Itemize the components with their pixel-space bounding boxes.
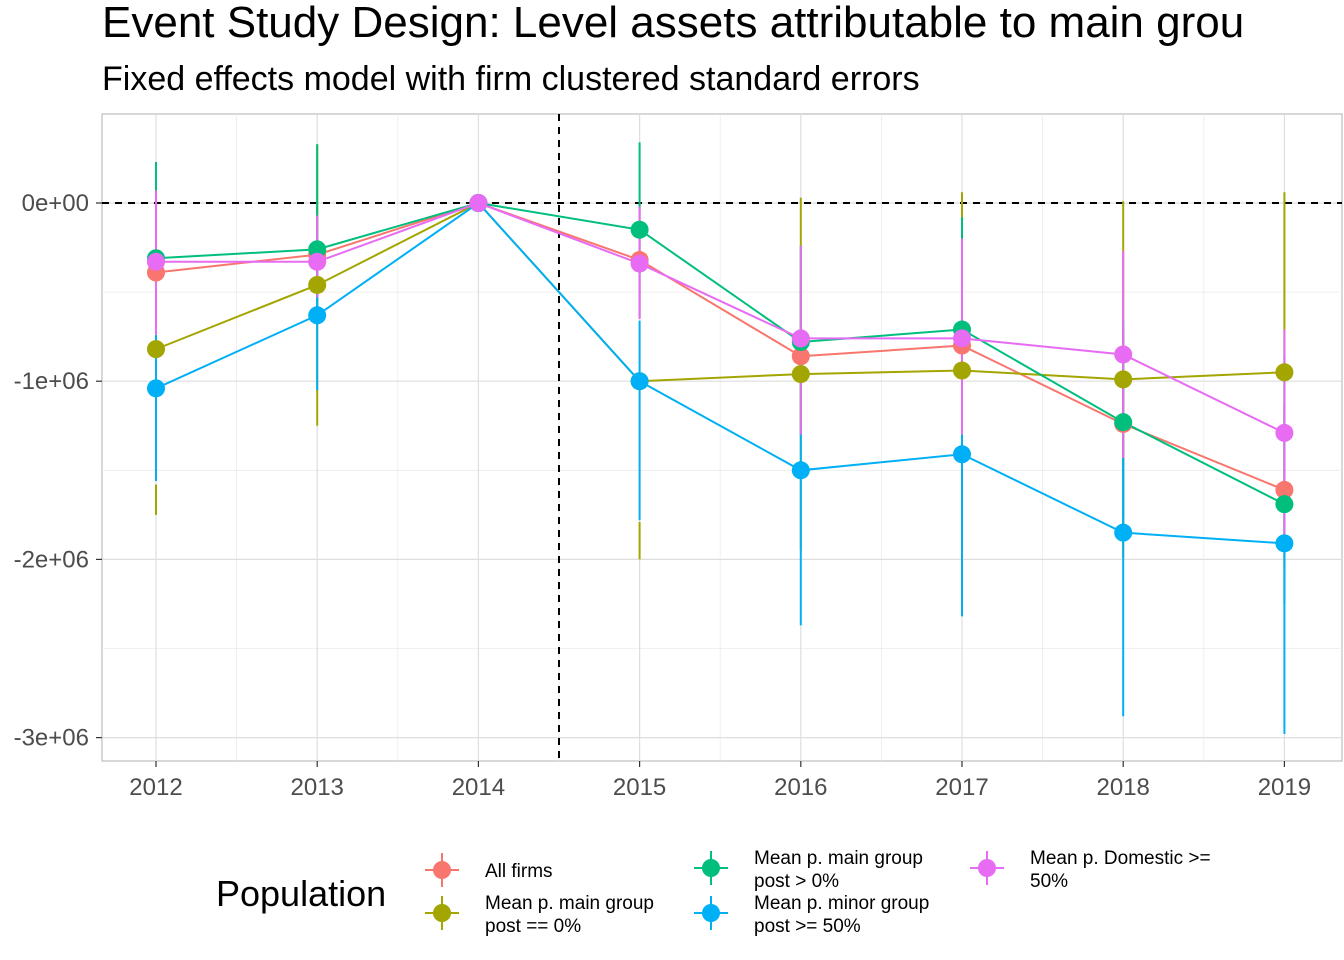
data-point xyxy=(147,340,165,359)
series-line xyxy=(155,201,1285,491)
series-lines xyxy=(155,201,1285,545)
series-line xyxy=(156,201,1285,434)
legend-label: Mean p. minor group post >= 50% xyxy=(754,893,929,937)
data-point xyxy=(791,365,810,384)
data-point xyxy=(791,461,810,480)
x-tick-label: 2019 xyxy=(1258,774,1311,801)
legend-label: Mean p. main group post == 0% xyxy=(485,893,654,937)
legend-title: Population xyxy=(216,873,386,914)
y-tick-label: -1e+06 xyxy=(14,368,89,395)
legend-item: Mean p. minor group post >= 50% xyxy=(694,893,929,937)
legend-label: All firms xyxy=(485,861,553,882)
y-tick-label: -3e+06 xyxy=(14,725,89,752)
legend-label: Mean p. main group post > 0% xyxy=(754,848,923,892)
legend: Population All firms Mean p. main group po… xyxy=(216,848,1211,937)
data-point xyxy=(308,252,327,271)
data-point xyxy=(308,275,327,294)
x-tick-label: 2015 xyxy=(613,774,666,801)
data-point xyxy=(469,194,488,212)
legend-item: Mean p. Domestic >= 50% xyxy=(970,848,1211,892)
reference-lines xyxy=(102,114,1342,761)
x-tick-label: 2018 xyxy=(1097,774,1150,801)
data-point xyxy=(1114,523,1133,542)
series-line xyxy=(155,201,1285,383)
data-point xyxy=(1114,370,1133,389)
data-point xyxy=(147,252,165,271)
data-point xyxy=(630,220,649,239)
data-point xyxy=(1275,423,1294,442)
x-tick-label: 2012 xyxy=(129,774,182,801)
data-point xyxy=(1114,345,1133,364)
data-point xyxy=(1275,495,1294,514)
data-point xyxy=(630,254,649,273)
legend-label: Mean p. Domestic >= 50% xyxy=(1030,848,1211,892)
x-tick-label: 2013 xyxy=(291,774,344,801)
legend-item: Mean p. main group post == 0% xyxy=(425,893,654,937)
y-tick-label: 0e+00 xyxy=(22,190,89,217)
data-point xyxy=(308,240,327,259)
chart-title: Event Study Design: Level assets attribu… xyxy=(102,0,1244,47)
data-point xyxy=(147,379,165,398)
data-point xyxy=(1275,480,1294,499)
legend-key-point xyxy=(702,859,720,877)
data-point xyxy=(1275,534,1294,553)
data-point xyxy=(308,306,327,325)
y-tick-label: -2e+06 xyxy=(14,546,89,573)
data-point xyxy=(953,361,971,380)
data-point xyxy=(630,372,649,391)
legend-item: All firms xyxy=(425,853,553,887)
x-tick-label: 2016 xyxy=(774,774,827,801)
data-point xyxy=(791,329,810,348)
legend-key-point xyxy=(702,904,720,922)
legend-key-point xyxy=(433,904,451,922)
legend-key-point xyxy=(978,859,996,877)
x-tick-label: 2014 xyxy=(452,774,505,801)
chart-subtitle: Fixed effects model with firm clustered … xyxy=(102,60,920,98)
series-line xyxy=(155,201,1285,506)
data-point xyxy=(791,347,810,366)
legend-item: Mean p. main group post > 0% xyxy=(694,848,923,892)
series-points xyxy=(147,194,1294,553)
plot-panel xyxy=(101,113,1343,762)
legend-key-point xyxy=(433,861,451,879)
data-point xyxy=(1114,413,1133,432)
data-point xyxy=(953,445,971,464)
series-line xyxy=(155,201,1285,545)
x-tick-label: 2017 xyxy=(935,774,988,801)
data-point xyxy=(953,329,971,348)
data-point xyxy=(1275,363,1294,382)
axis-ticks: 2012 2013 2014 2015 2016 2017 2018 2019 0e+00 -1e… xyxy=(14,190,1312,801)
